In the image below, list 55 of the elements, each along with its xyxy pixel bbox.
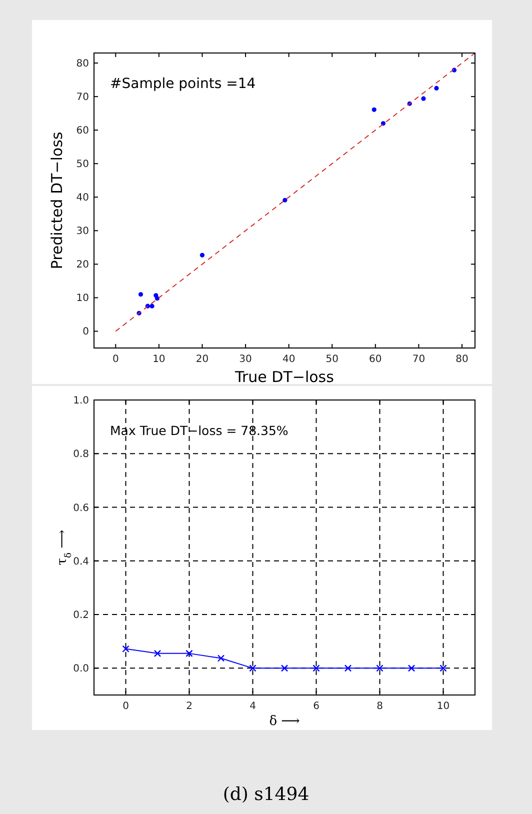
y-axis-title: Predicted DT−loss — [48, 132, 66, 270]
y-tick-label: 40 — [76, 192, 89, 204]
y-tick-label: 1.0 — [73, 396, 89, 406]
point — [408, 664, 416, 672]
y-tick-label: 20 — [76, 260, 89, 271]
point — [150, 304, 154, 308]
x-tick-label: 4 — [250, 701, 256, 712]
y-tick-label: 30 — [76, 226, 89, 238]
x-axis-title: True DT−loss — [234, 368, 334, 386]
point — [280, 664, 288, 672]
point — [282, 198, 288, 202]
point — [154, 650, 162, 658]
x-tick-label: 30 — [239, 354, 252, 365]
x-tick-label: 0 — [112, 354, 119, 365]
y-tick-label: 0.4 — [73, 556, 89, 568]
point — [372, 107, 376, 112]
x-tick-label: 80 — [456, 354, 468, 365]
x-axis-title: δ ⟶ — [269, 714, 300, 729]
y-tick-label: 0 — [82, 326, 89, 338]
annotation: Max True DT−loss = 78.35% — [110, 423, 288, 438]
point — [217, 654, 225, 662]
y-tick-label: 0.0 — [73, 664, 89, 675]
x-tick-label: 10 — [152, 354, 166, 365]
point — [344, 664, 352, 672]
y-tick-label: 0.8 — [73, 449, 89, 460]
annotation: #Sample points =14 — [110, 76, 256, 92]
x-tick-label: 8 — [376, 701, 383, 712]
text: (d) s1494 — [222, 784, 310, 805]
y-tick-label: 10 — [76, 293, 89, 304]
point — [154, 296, 160, 301]
point — [249, 664, 256, 672]
y-tick-label: 0.2 — [73, 610, 89, 622]
point — [186, 650, 193, 658]
point — [312, 664, 320, 672]
y-tick-label: 70 — [76, 92, 89, 104]
x-tick-label: 40 — [282, 354, 296, 365]
point — [122, 645, 130, 652]
x-tick-label: 60 — [369, 354, 382, 365]
point — [138, 292, 144, 297]
point — [440, 664, 447, 672]
y-tick-label: 80 — [76, 58, 89, 70]
y-tick-label: 60 — [76, 126, 89, 137]
x-tick-label: 2 — [186, 701, 192, 712]
point — [421, 96, 426, 101]
point — [200, 252, 205, 258]
x-tick-label: 6 — [313, 701, 320, 712]
x-tick-label: 10 — [436, 701, 450, 712]
point — [376, 664, 384, 672]
x-tick-label: 50 — [326, 354, 338, 365]
x-tick-label: 20 — [196, 354, 209, 365]
x-tick-label: 0 — [122, 701, 129, 712]
x-tick-label: 70 — [412, 354, 426, 365]
point — [434, 86, 439, 90]
y-tick-label: 50 — [76, 159, 89, 170]
y-tick-label: 0.6 — [73, 502, 89, 514]
